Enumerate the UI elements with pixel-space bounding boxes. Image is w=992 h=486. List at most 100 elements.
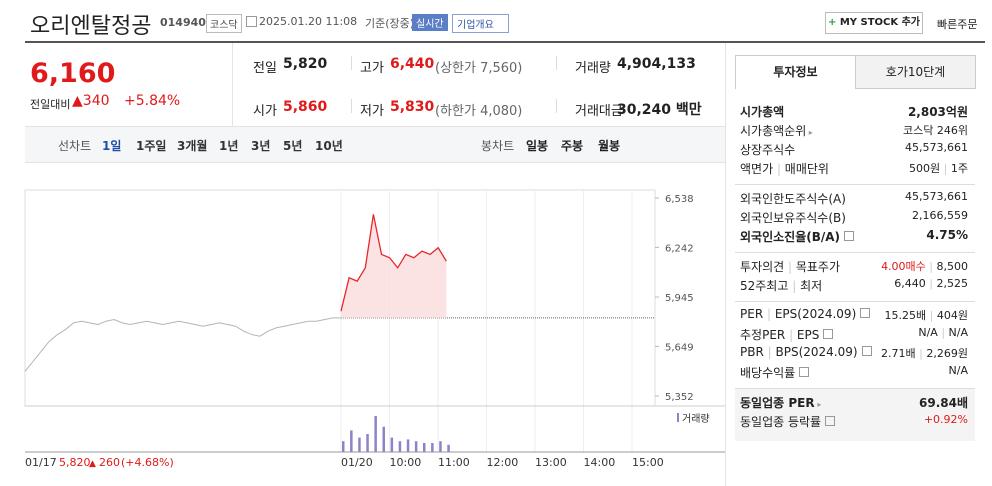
panel-group-bg (735, 389, 975, 441)
panel-tab[interactable]: 호가10단계 (855, 55, 976, 89)
volume-bar (366, 434, 369, 452)
label-part: 외국인한도주식수(A) (740, 192, 846, 206)
help-icon (860, 308, 871, 318)
divider (232, 43, 233, 126)
plus-icon: + (827, 17, 840, 28)
separator: | (925, 260, 937, 273)
label-part: 배당수익률 (740, 366, 796, 380)
period-tab[interactable]: 1주일 (136, 139, 167, 153)
label-part: 동일업종 PER (740, 396, 815, 410)
candle-tab[interactable]: 월봉 (598, 139, 621, 153)
period-tab[interactable]: 10년 (315, 139, 343, 153)
realtime-badge: 실시간 (412, 14, 448, 31)
line-chart-label: 선차트 (58, 139, 92, 153)
label-part: BPS(2024.09) (775, 345, 858, 359)
separator: | (785, 328, 797, 342)
prev-rate: (+4.68%) (121, 456, 174, 469)
value-part: 6,440 (894, 277, 926, 290)
panel-value: 2,166,559 (912, 209, 968, 222)
stat-label: 거래량 (575, 61, 611, 76)
y-tick-label: 6,538 (665, 194, 694, 205)
separator: | (763, 345, 776, 359)
volume-bar (350, 430, 353, 452)
panel-tab[interactable]: 투자정보 (735, 55, 856, 89)
panel-label: 투자의견 | 목표주가 (740, 258, 840, 275)
help-icon (799, 367, 810, 377)
panel-value: 45,573,661 (905, 190, 968, 203)
value-part: 45,573,661 (905, 141, 968, 154)
candle-tab[interactable]: 주봉 (561, 139, 584, 153)
company-menu[interactable]: 기업개요 (452, 14, 509, 33)
separator: | (784, 260, 796, 274)
divider (351, 56, 352, 70)
change-value: 340 (82, 93, 110, 109)
label-part: PBR (740, 345, 764, 359)
panel-value: 45,573,661 (905, 141, 968, 154)
stat-value: 30,240 백만 (617, 102, 702, 118)
volume-bar (406, 439, 410, 452)
period-tab[interactable]: 1년 (219, 139, 239, 153)
prev-date: 01/17 (25, 456, 57, 469)
label-part: 액면가 (740, 162, 774, 176)
panel-group-rule (735, 388, 975, 389)
label-part: 투자의견 (740, 260, 785, 274)
volume-bar (390, 437, 394, 452)
value-part: +0.92% (923, 413, 968, 426)
panel-value: 4.00매수 | 8,500 (881, 258, 968, 274)
prev-arrow: ▲ (89, 459, 96, 469)
label-part: 외국인소진율(B/A) (740, 230, 841, 244)
panel-value: 코스닥 246위 (903, 122, 968, 138)
value-part: 8,500 (936, 260, 969, 273)
value-part: 2,803억원 (907, 105, 968, 119)
label-part: 시가총액 (740, 105, 785, 119)
panel-label: 시가총액순위 ▸ (740, 122, 813, 139)
header-rule (25, 41, 985, 43)
prev-change: 260 (99, 456, 120, 469)
volume-bar (447, 444, 450, 452)
stat-label: 시가 (253, 104, 277, 119)
panel-label: 외국인보유주식수(B) (740, 209, 846, 226)
candle-tab[interactable]: 일봉 (526, 139, 549, 153)
help-icon (861, 346, 872, 356)
stat-value: 5,860 (283, 99, 328, 115)
label-part: 최저 (800, 279, 823, 293)
separator: | (773, 162, 785, 176)
x-tick-label: 15:00 (632, 456, 664, 469)
panel-value: 2,803억원 (908, 103, 968, 120)
period-tab[interactable]: 5년 (283, 139, 303, 153)
stat-note: (상한가 7,560) (435, 61, 523, 76)
panel-value: +0.92% (924, 413, 968, 426)
calendar-icon (246, 16, 257, 27)
volume-bar (423, 443, 426, 452)
value-part: N/A (948, 364, 968, 377)
y-tick-label: 5,352 (665, 392, 694, 403)
quick-order[interactable]: 빠른주문 (937, 18, 978, 31)
x-tick-label: 14:00 (584, 456, 616, 469)
stock-name: 오리엔탈정공 (30, 14, 152, 39)
panel-label: 외국인소진율(B/A) (740, 228, 855, 245)
separator: | (788, 279, 801, 293)
period-tab[interactable]: 3년 (251, 139, 271, 153)
label-part: EPS (796, 328, 820, 342)
value-part: 4.75% (926, 228, 968, 242)
basis: 기준(장중) (365, 17, 415, 30)
y-tick-label: 5,649 (665, 342, 694, 353)
market: 코스닥 (206, 14, 242, 33)
volume-bar (358, 437, 361, 452)
separator: | (926, 309, 937, 322)
stat-note: (하한가 4,080) (435, 104, 523, 119)
panel-group-rule (735, 184, 975, 185)
current-price: 6,160 (30, 58, 116, 89)
arrow-icon: ▸ (814, 400, 822, 409)
value-part: 2,166,559 (912, 209, 968, 222)
period-tab[interactable]: 3개월 (177, 139, 208, 153)
separator: | (763, 307, 775, 321)
my-stock-button[interactable]: + MY STOCK 추가 (825, 12, 923, 34)
stat-value: 5,830 (390, 99, 435, 115)
x-tick-label: 10:00 (390, 456, 422, 469)
period-tab[interactable]: 1일 (102, 139, 122, 153)
value-part: 500원 (909, 162, 941, 175)
volume-legend: 거래량 (682, 413, 710, 425)
separator: | (915, 347, 927, 360)
candle-chart-label: 봉차트 (481, 139, 515, 153)
